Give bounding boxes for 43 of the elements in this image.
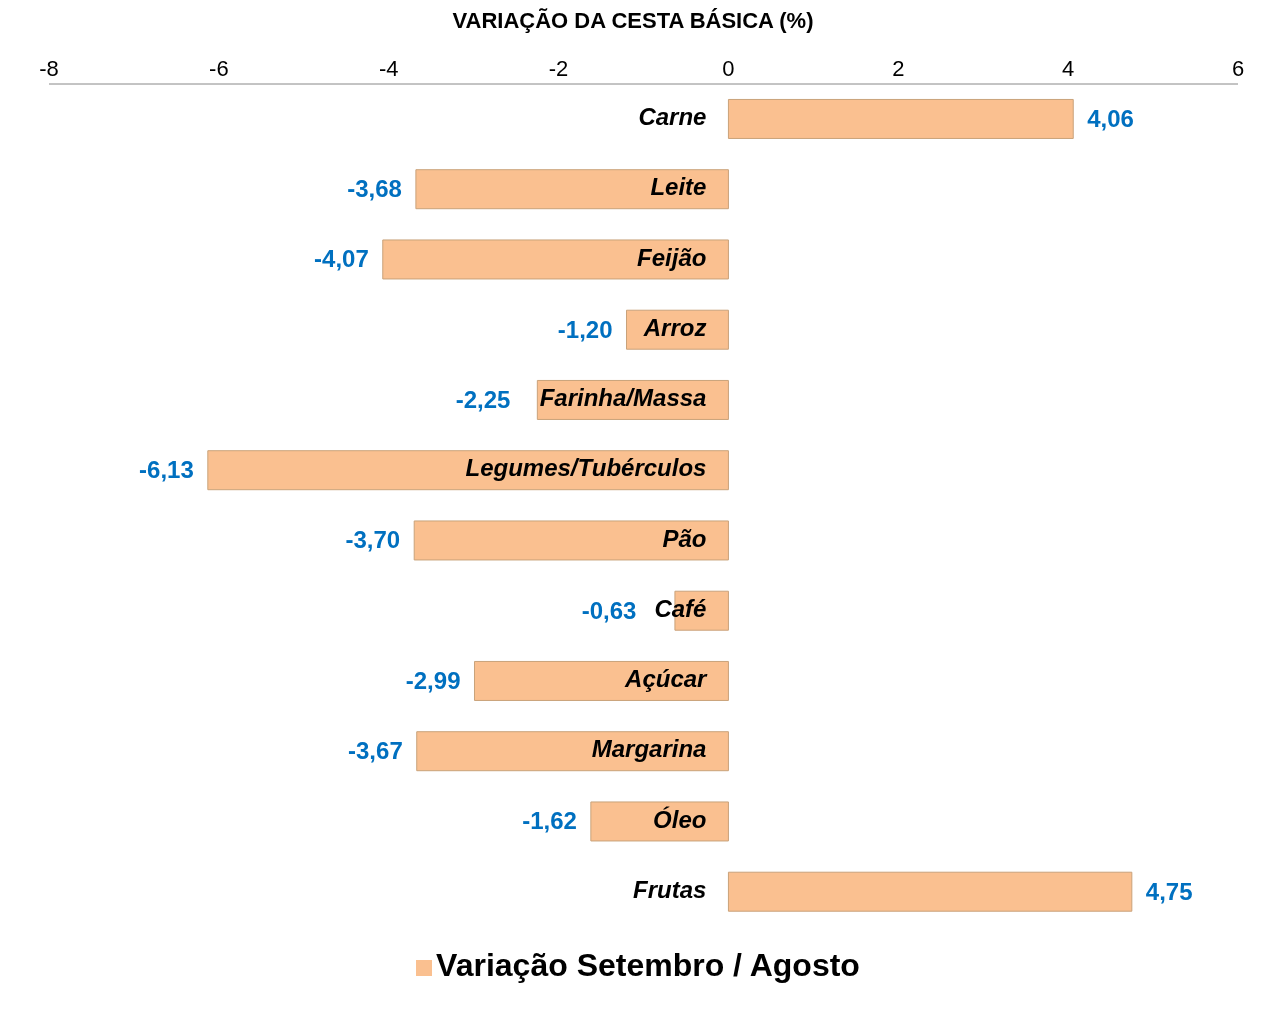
data-label: -3,68	[347, 175, 402, 203]
data-label: -3,70	[345, 526, 401, 554]
data-label: -2,99	[405, 666, 461, 694]
bar	[413, 520, 729, 561]
x-tick-label: -2	[548, 56, 569, 81]
x-tick-label: 2	[892, 56, 905, 81]
x-tick-label: 6	[1231, 56, 1245, 81]
y-tick-label: Feijão	[637, 243, 707, 271]
bar	[415, 169, 729, 210]
data-label: -3,67	[348, 737, 403, 765]
bar	[590, 801, 729, 842]
y-tick-label: Margarina	[591, 735, 707, 763]
y-tick-label: Óleo	[653, 805, 707, 833]
bar	[416, 731, 729, 772]
data-label: -1,20	[557, 315, 613, 343]
data-label: -6,13	[139, 456, 194, 484]
y-tick-label: Açúcar	[624, 665, 709, 693]
x-tick-label: -4	[378, 56, 399, 81]
data-label: 4,75	[1145, 877, 1193, 905]
data-label: 4,06	[1087, 104, 1134, 132]
x-tick-label: -6	[209, 56, 229, 81]
data-label: -2,25	[455, 385, 511, 413]
x-tick-label: 4	[1062, 56, 1075, 81]
data-label: -1,62	[522, 807, 577, 835]
y-tick-label: Arroz	[642, 313, 707, 341]
y-tick-label: Café	[654, 594, 707, 622]
y-tick-label: Carne	[638, 103, 707, 131]
x-tick-label: -8	[39, 56, 59, 81]
y-tick-label: Legumes/Tubérculos	[465, 454, 707, 482]
data-label: -4,07	[314, 245, 369, 273]
bar	[207, 450, 729, 491]
bar	[473, 660, 729, 701]
chart-title: VARIAÇÃO DA CESTA BÁSICA (%)	[451, 8, 815, 34]
y-tick-label: Leite	[650, 173, 707, 201]
bar	[727, 871, 1133, 912]
y-tick-label: Pão	[662, 524, 707, 552]
bar	[382, 239, 729, 280]
y-tick-label: Frutas	[633, 875, 707, 903]
y-tick-label: Farinha/Massa	[539, 384, 707, 412]
bar	[727, 98, 1074, 139]
x-tick-label: 0	[722, 56, 735, 81]
data-label: -0,63	[581, 596, 637, 624]
legend-label: Variação Setembro / Agosto	[436, 947, 860, 983]
